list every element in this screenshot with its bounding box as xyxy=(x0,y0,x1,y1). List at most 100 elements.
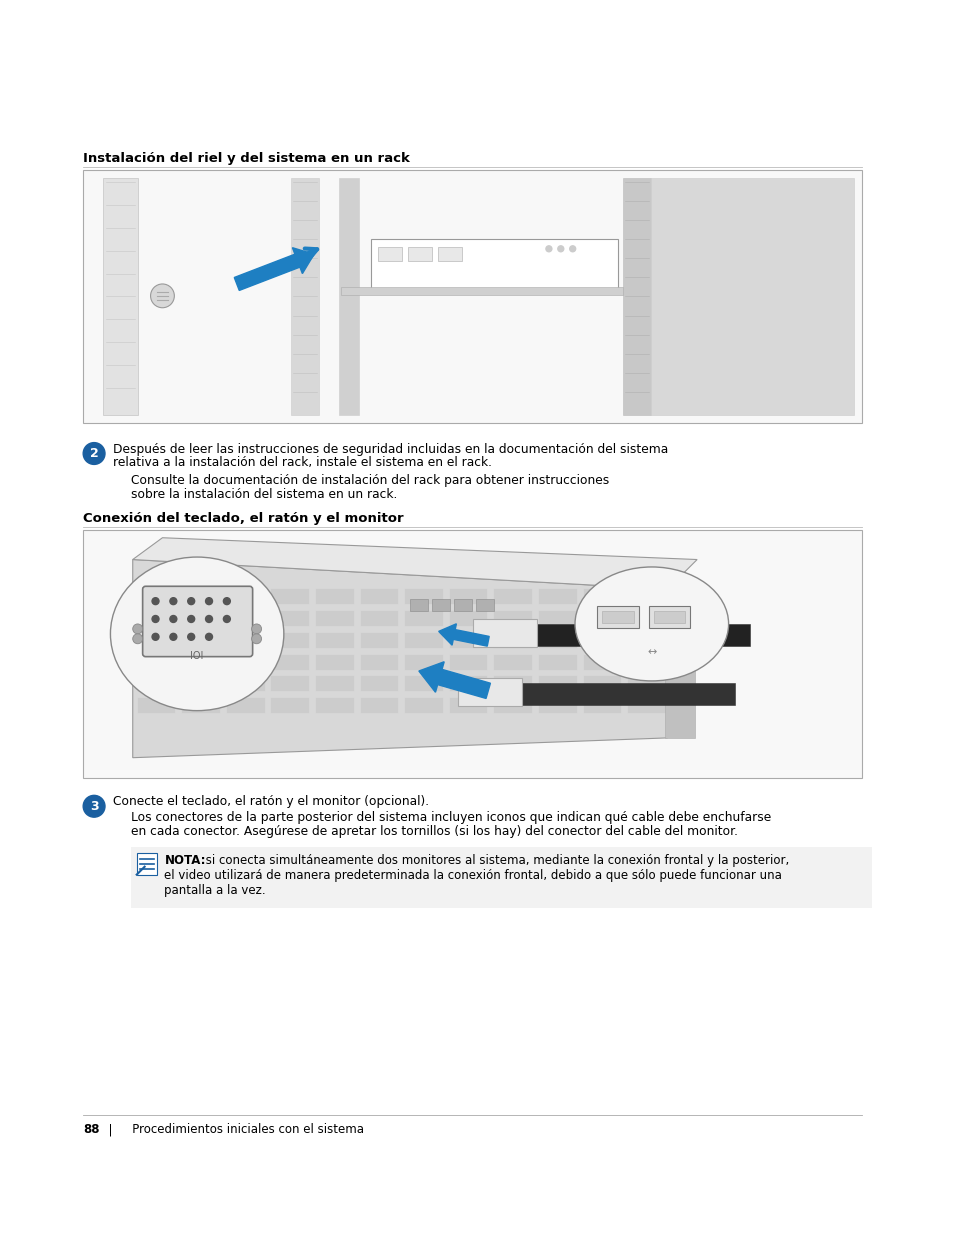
Bar xyxy=(182,655,220,669)
Bar xyxy=(494,698,532,713)
Circle shape xyxy=(152,634,159,640)
Bar xyxy=(83,170,862,422)
Bar xyxy=(405,611,442,626)
Bar xyxy=(315,632,354,647)
Bar xyxy=(583,655,620,669)
Bar xyxy=(136,853,156,874)
Text: en cada conector. Asegúrese de apretar los tornillos (si los hay) del conector d: en cada conector. Asegúrese de apretar l… xyxy=(131,825,737,839)
Bar xyxy=(494,632,532,647)
Bar xyxy=(360,655,397,669)
Bar xyxy=(360,632,397,647)
Ellipse shape xyxy=(111,557,284,710)
Bar xyxy=(272,655,309,669)
Ellipse shape xyxy=(575,567,728,680)
Bar xyxy=(182,611,220,626)
Bar xyxy=(182,698,220,713)
Bar xyxy=(450,698,487,713)
Text: Instalación del riel y del sistema en un rack: Instalación del riel y del sistema en un… xyxy=(83,152,410,165)
Bar xyxy=(627,677,665,692)
FancyBboxPatch shape xyxy=(532,624,749,646)
Bar xyxy=(410,599,428,611)
FancyArrow shape xyxy=(438,624,489,646)
Bar xyxy=(494,655,532,669)
Text: sobre la instalación del sistema en un rack.: sobre la instalación del sistema en un r… xyxy=(131,488,396,501)
Bar xyxy=(137,677,175,692)
Circle shape xyxy=(205,598,213,605)
Circle shape xyxy=(170,598,176,605)
Circle shape xyxy=(558,246,563,252)
Bar xyxy=(454,599,472,611)
Text: IOI: IOI xyxy=(191,651,204,661)
Bar xyxy=(137,611,175,626)
FancyArrow shape xyxy=(234,248,314,290)
Bar xyxy=(627,611,665,626)
Text: Conecte el teclado, el ratón y el monitor (opcional).: Conecte el teclado, el ratón y el monito… xyxy=(112,795,429,809)
Text: 3: 3 xyxy=(90,800,98,813)
Text: Procedimientos iniciales con el sistema: Procedimientos iniciales con el sistema xyxy=(121,1124,363,1136)
FancyBboxPatch shape xyxy=(517,683,735,705)
Bar xyxy=(538,632,576,647)
Circle shape xyxy=(252,634,261,643)
Bar xyxy=(622,178,650,415)
Text: relativa a la instalación del rack, instale el sistema en el rack.: relativa a la instalación del rack, inst… xyxy=(112,457,492,469)
Bar xyxy=(627,698,665,713)
Circle shape xyxy=(83,795,105,818)
Circle shape xyxy=(188,634,194,640)
FancyBboxPatch shape xyxy=(143,587,253,657)
Bar xyxy=(315,589,354,604)
Text: |: | xyxy=(101,1124,112,1136)
Bar xyxy=(597,606,639,627)
Bar xyxy=(227,632,264,647)
Text: pantalla a la vez.: pantalla a la vez. xyxy=(164,883,266,897)
Bar xyxy=(437,247,461,261)
Bar xyxy=(227,677,264,692)
Bar xyxy=(182,632,220,647)
Bar xyxy=(653,611,685,622)
Circle shape xyxy=(152,598,159,605)
Bar xyxy=(450,589,487,604)
Bar xyxy=(137,698,175,713)
Text: el video utilizará de manera predeterminada la conexión frontal, debido a que só: el video utilizará de manera predetermin… xyxy=(164,868,781,882)
Bar xyxy=(583,632,620,647)
Bar xyxy=(494,611,532,626)
Bar xyxy=(315,655,354,669)
Text: Consulte la documentación de instalación del rack para obtener instrucciones: Consulte la documentación de instalación… xyxy=(131,474,608,488)
Bar xyxy=(472,619,537,647)
Bar xyxy=(650,178,853,415)
Text: 88: 88 xyxy=(83,1124,99,1136)
Circle shape xyxy=(188,615,194,622)
Circle shape xyxy=(545,246,551,252)
Bar xyxy=(360,611,397,626)
Bar xyxy=(494,677,532,692)
Circle shape xyxy=(170,634,176,640)
Bar xyxy=(405,589,442,604)
Text: ↔: ↔ xyxy=(646,647,656,657)
Bar xyxy=(360,698,397,713)
FancyArrow shape xyxy=(418,662,490,699)
Text: Los conectores de la parte posterior del sistema incluyen iconos que indican qué: Los conectores de la parte posterior del… xyxy=(131,811,770,824)
Bar xyxy=(315,611,354,626)
Bar xyxy=(408,247,432,261)
Bar xyxy=(538,589,576,604)
Bar xyxy=(378,247,402,261)
Bar xyxy=(340,288,622,295)
Text: Conexión del teclado, el ratón y el monitor: Conexión del teclado, el ratón y el moni… xyxy=(83,513,403,525)
Bar xyxy=(405,677,442,692)
Bar xyxy=(450,677,487,692)
Bar xyxy=(137,632,175,647)
Bar xyxy=(648,606,690,627)
Text: si conecta simultáneamente dos monitores al sistema, mediante la conexión fronta: si conecta simultáneamente dos monitores… xyxy=(202,853,788,867)
Bar xyxy=(583,677,620,692)
Bar xyxy=(272,611,309,626)
Circle shape xyxy=(132,634,143,643)
Bar xyxy=(538,698,576,713)
Bar xyxy=(182,589,220,604)
Bar xyxy=(360,677,397,692)
Bar xyxy=(538,677,576,692)
Bar xyxy=(538,611,576,626)
Bar xyxy=(457,678,521,706)
Circle shape xyxy=(569,246,575,252)
Polygon shape xyxy=(132,559,667,758)
Bar xyxy=(315,677,354,692)
Bar xyxy=(137,655,175,669)
